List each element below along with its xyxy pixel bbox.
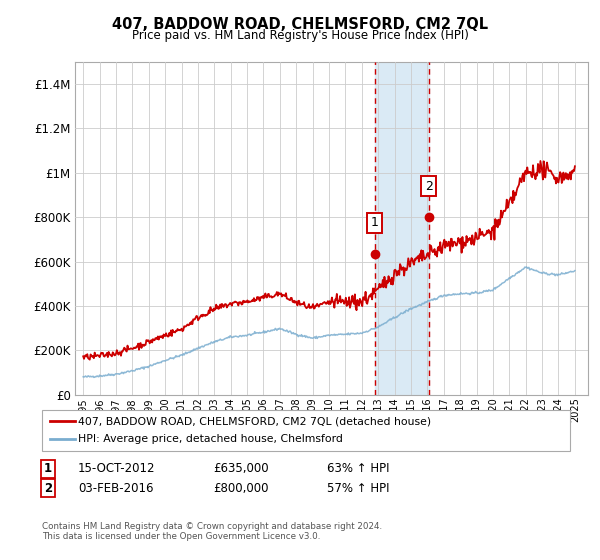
Text: 407, BADDOW ROAD, CHELMSFORD, CM2 7QL (detached house): 407, BADDOW ROAD, CHELMSFORD, CM2 7QL (d… (78, 417, 431, 426)
Text: Contains HM Land Registry data © Crown copyright and database right 2024.
This d: Contains HM Land Registry data © Crown c… (42, 522, 382, 542)
Text: 15-OCT-2012: 15-OCT-2012 (78, 462, 155, 475)
Text: 1: 1 (44, 462, 52, 475)
Bar (375, 62, 429, 395)
Text: 2: 2 (44, 482, 52, 495)
Text: 407, BADDOW ROAD, CHELMSFORD, CM2 7QL: 407, BADDOW ROAD, CHELMSFORD, CM2 7QL (112, 17, 488, 32)
Text: 63% ↑ HPI: 63% ↑ HPI (327, 462, 389, 475)
Text: 1: 1 (371, 216, 379, 229)
Text: Price paid vs. HM Land Registry's House Price Index (HPI): Price paid vs. HM Land Registry's House … (131, 29, 469, 42)
Text: HPI: Average price, detached house, Chelmsford: HPI: Average price, detached house, Chel… (78, 433, 343, 444)
Text: 03-FEB-2016: 03-FEB-2016 (78, 482, 154, 495)
Text: £800,000: £800,000 (213, 482, 269, 495)
Text: 2: 2 (425, 180, 433, 193)
Text: 57% ↑ HPI: 57% ↑ HPI (327, 482, 389, 495)
Text: £635,000: £635,000 (213, 462, 269, 475)
